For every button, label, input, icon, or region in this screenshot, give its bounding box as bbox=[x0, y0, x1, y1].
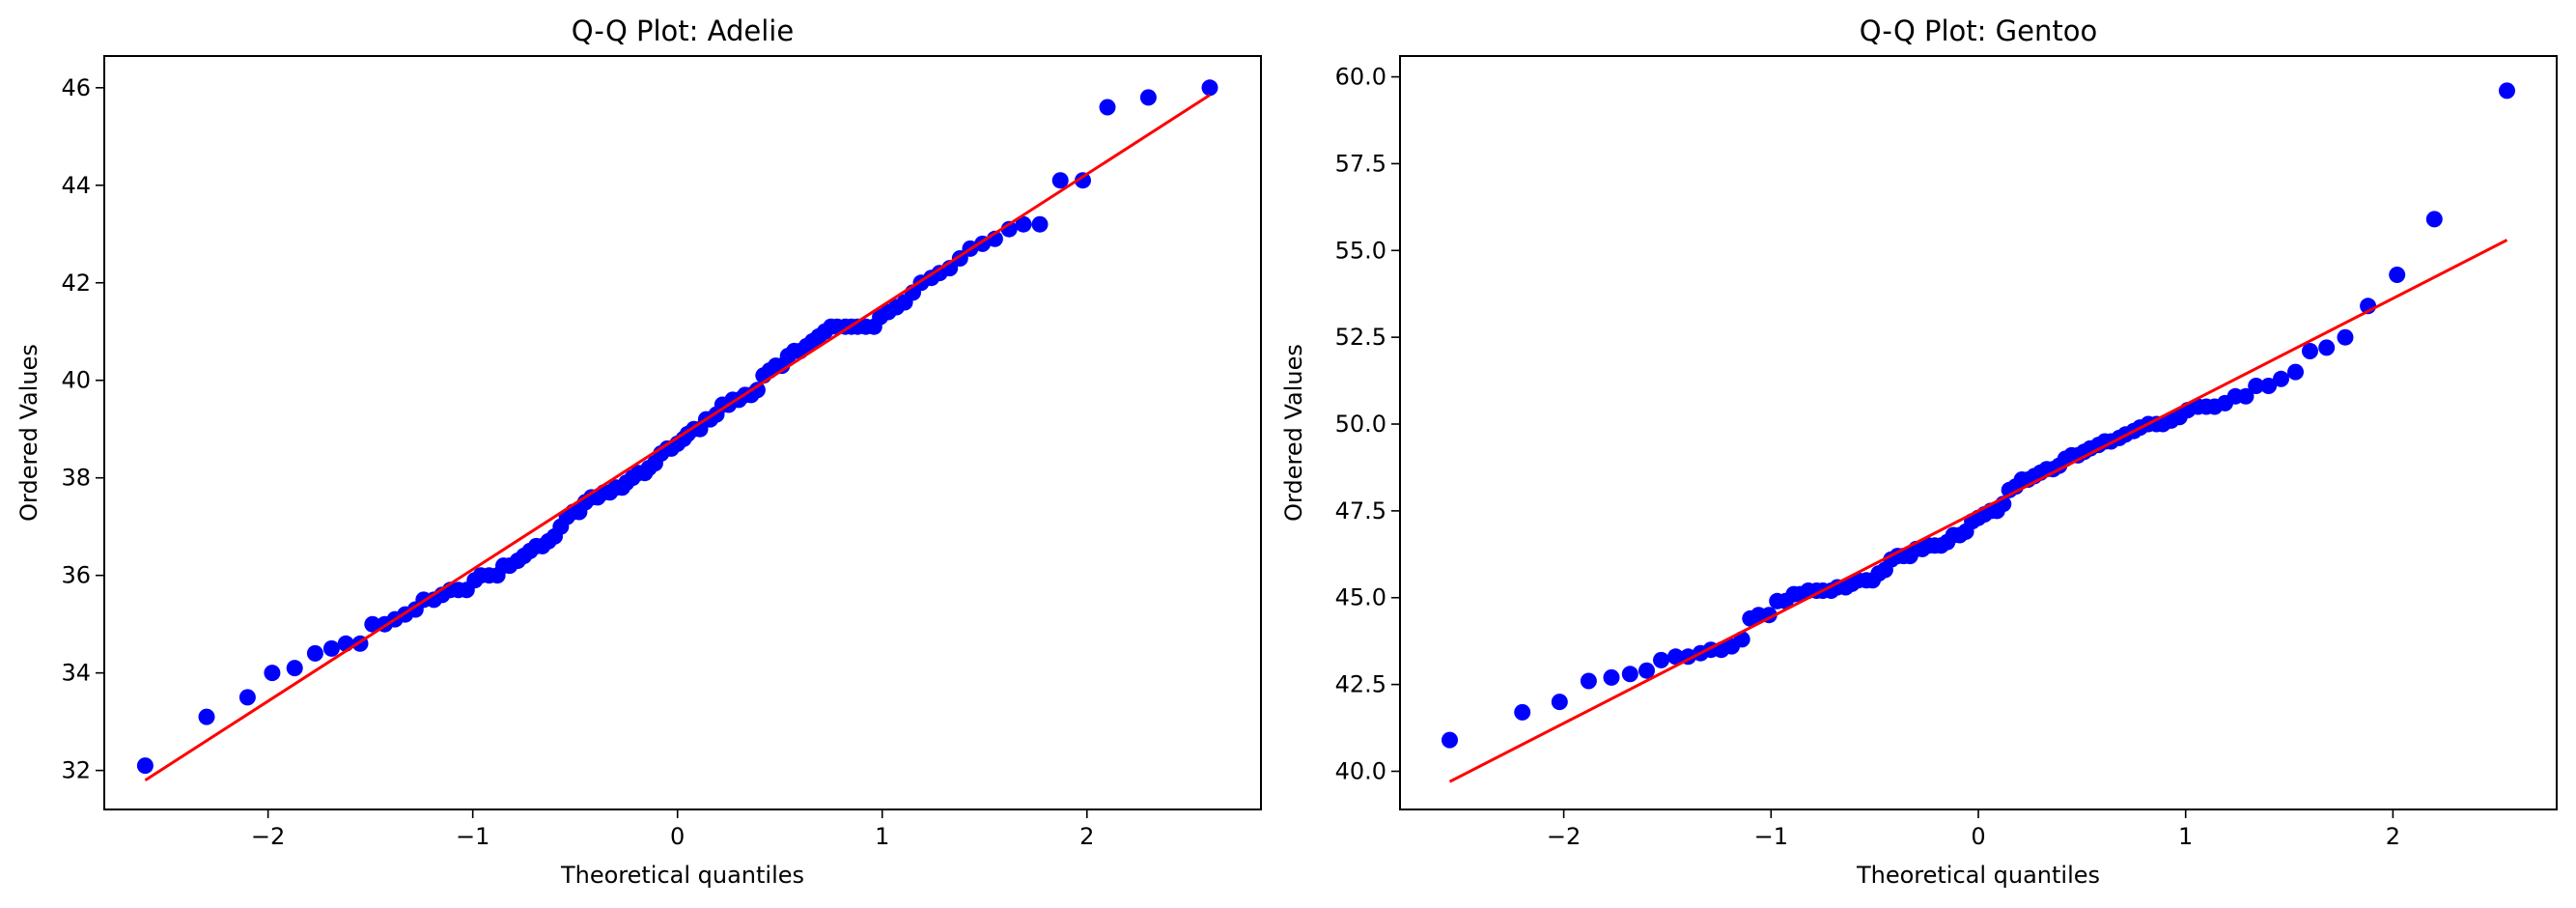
gentoo-data-point bbox=[2302, 343, 2318, 359]
adelie-y-tick-label: 40 bbox=[61, 367, 91, 394]
adelie-data-point bbox=[198, 708, 215, 725]
gentoo-data-point bbox=[1603, 668, 1620, 686]
adelie-reference-line bbox=[144, 94, 1211, 781]
adelie-x-tick-label: −2 bbox=[251, 823, 285, 850]
adelie-y-axis-label: Ordered Values bbox=[15, 344, 42, 522]
adelie-data-point bbox=[238, 689, 256, 706]
gentoo-y-tick-label: 47.5 bbox=[1335, 497, 1386, 525]
gentoo-data-point bbox=[2318, 339, 2336, 356]
adelie-data-point bbox=[1031, 215, 1049, 233]
gentoo-data-point bbox=[2337, 328, 2354, 346]
adelie-x-axis-label: Theoretical quantiles bbox=[560, 862, 804, 889]
gentoo-y-tick-label: 52.5 bbox=[1335, 324, 1386, 351]
gentoo-y-tick-label: 50.0 bbox=[1335, 411, 1386, 438]
adelie-data-point bbox=[136, 757, 154, 775]
adelie-data-point bbox=[1015, 215, 1032, 233]
adelie-y-tick-label: 42 bbox=[61, 270, 91, 297]
adelie-y-tick-label: 46 bbox=[61, 74, 91, 101]
adelie-y-axis-ticks: 32 34 36 38 40 42 44 46 bbox=[61, 74, 104, 784]
gentoo-data-point bbox=[1514, 703, 1531, 721]
gentoo-data-point bbox=[1653, 651, 1669, 668]
adelie-x-tick-label: −1 bbox=[456, 823, 490, 850]
adelie-data-point bbox=[1099, 99, 1116, 116]
gentoo-x-axis-ticks: −2 −1 0 1 2 bbox=[1547, 809, 2400, 850]
gentoo-chart-title: Q-Q Plot: Gentoo bbox=[1860, 14, 2097, 47]
gentoo-y-tick-label: 57.5 bbox=[1335, 150, 1386, 177]
adelie-data-point bbox=[264, 665, 281, 682]
adelie-y-tick-label: 44 bbox=[61, 172, 91, 199]
gentoo-y-tick-label: 45.0 bbox=[1335, 584, 1386, 611]
gentoo-data-point bbox=[2425, 211, 2443, 228]
adelie-data-point bbox=[286, 660, 303, 677]
gentoo-data-point bbox=[2389, 267, 2406, 283]
adelie-x-tick-label: 0 bbox=[670, 823, 685, 850]
adelie-y-tick-label: 36 bbox=[61, 562, 91, 589]
adelie-data-point bbox=[1000, 220, 1018, 238]
gentoo-data-point bbox=[1580, 672, 1597, 690]
adelie-data-point bbox=[1075, 172, 1091, 189]
gentoo-data-point bbox=[2287, 363, 2304, 381]
adelie-plot-area bbox=[136, 79, 1218, 781]
adelie-x-axis-ticks: −2 −1 0 1 2 bbox=[251, 809, 1094, 850]
gentoo-plot-area bbox=[1442, 82, 2515, 783]
gentoo-data-point bbox=[2248, 378, 2265, 394]
gentoo-data-point bbox=[2273, 370, 2289, 387]
adelie-data-point bbox=[1201, 79, 1218, 97]
gentoo-data-point bbox=[1442, 731, 1458, 749]
adelie-x-tick-label: 1 bbox=[875, 823, 889, 850]
gentoo-x-tick-label: −1 bbox=[1754, 823, 1788, 850]
gentoo-x-tick-label: 1 bbox=[2178, 823, 2193, 850]
adelie-x-tick-label: 2 bbox=[1079, 823, 1094, 850]
gentoo-y-tick-label: 55.0 bbox=[1335, 237, 1386, 264]
gentoo-y-axis-label: Ordered Values bbox=[1280, 344, 1307, 522]
adelie-data-point bbox=[306, 644, 323, 662]
gentoo-data-point bbox=[2237, 387, 2254, 405]
adelie-data-point bbox=[364, 615, 381, 633]
adelie-data-point bbox=[1051, 172, 1069, 189]
gentoo-data-point bbox=[1638, 662, 1655, 679]
adelie-y-tick-label: 34 bbox=[61, 660, 91, 687]
adelie-axes-frame bbox=[103, 55, 1262, 810]
gentoo-data-point bbox=[1551, 694, 1568, 711]
adelie-chart-title: Q-Q Plot: Adelie bbox=[572, 14, 794, 47]
gentoo-y-tick-label: 60.0 bbox=[1335, 64, 1386, 91]
gentoo-x-tick-label: 0 bbox=[1971, 823, 1985, 850]
gentoo-y-tick-label: 40.0 bbox=[1335, 757, 1386, 784]
gentoo-data-point bbox=[2260, 378, 2278, 394]
adelie-y-tick-label: 38 bbox=[61, 465, 91, 492]
gentoo-y-tick-label: 42.5 bbox=[1335, 671, 1386, 698]
gentoo-data-point bbox=[2499, 82, 2515, 99]
adelie-qq-panel: Q-Q Plot: Adelie −2 −1 0 1 2 32 34 36 38 40 42 44 4… bbox=[15, 14, 1262, 889]
gentoo-data-point bbox=[1621, 666, 1638, 683]
gentoo-data-point bbox=[1667, 648, 1684, 666]
adelie-data-point bbox=[748, 382, 766, 399]
gentoo-x-axis-label: Theoretical quantiles bbox=[1856, 862, 2100, 889]
gentoo-x-tick-label: 2 bbox=[2386, 823, 2400, 850]
adelie-data-point bbox=[1139, 89, 1157, 106]
gentoo-x-tick-label: −2 bbox=[1547, 823, 1581, 850]
adelie-data-point bbox=[322, 639, 340, 657]
gentoo-y-axis-ticks: 40.0 42.5 45.0 47.5 50.0 52.5 55.0 57.5 60.0 bbox=[1335, 64, 1400, 784]
gentoo-reference-line bbox=[1448, 239, 2508, 783]
adelie-y-tick-label: 32 bbox=[61, 757, 91, 784]
gentoo-qq-panel: Q-Q Plot: Gentoo −2 −1 0 1 2 40.0 42.5 45.0 47.… bbox=[1280, 14, 2558, 889]
